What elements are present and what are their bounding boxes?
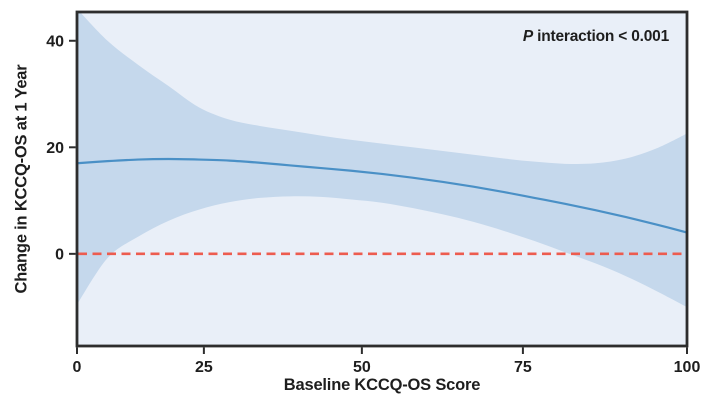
estimate-line xyxy=(77,157,687,234)
x-tick-label: 100 xyxy=(674,359,701,376)
p-interaction-text: interaction < 0.001 xyxy=(537,28,669,45)
x-tick-label: 0 xyxy=(73,359,82,376)
y-axis-title: Change in KCCQ-OS at 1 Year xyxy=(12,64,31,294)
x-axis-title: Baseline KCCQ-OS Score xyxy=(283,376,481,394)
x-tick-label: 75 xyxy=(514,359,532,376)
p-interaction-annotation: P interaction < 0.001 xyxy=(523,28,669,46)
p-value-symbol: P xyxy=(522,28,533,45)
y-tick-label: 0 xyxy=(55,246,64,263)
confidence-band xyxy=(77,12,687,308)
plot-frame xyxy=(75,10,689,348)
y-tick-label: 40 xyxy=(46,33,64,50)
x-tick-label: 25 xyxy=(195,359,213,376)
x-tick-label: 50 xyxy=(353,359,371,376)
y-tick-label: 20 xyxy=(46,140,64,157)
